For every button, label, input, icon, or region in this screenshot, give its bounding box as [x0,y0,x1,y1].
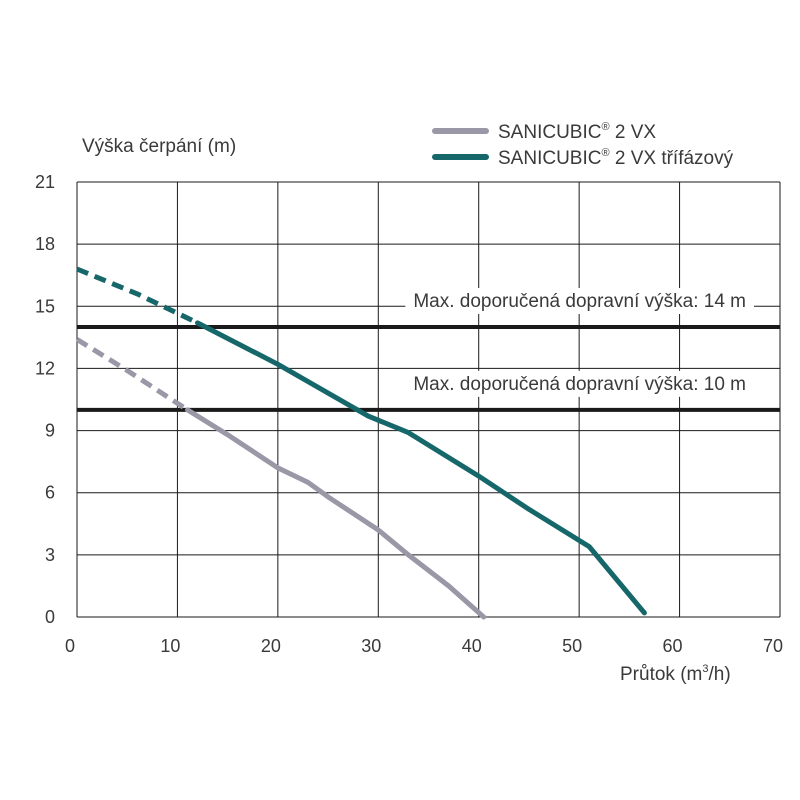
x-tick-label: 60 [663,636,683,656]
legend-label-series-2: SANICUBIC® 2 VX třífázový [498,147,734,169]
series-lines [75,266,647,620]
x-tick-label: 10 [160,636,180,656]
y-tick-label: 21 [35,172,55,192]
x-tick-label: 50 [562,636,582,656]
legend: SANICUBIC® 2 VX SANICUBIC® 2 VX třífázov… [432,121,734,169]
reference-lines: Max. doporučená dopravní výška: 14 m Max.… [77,288,780,412]
x-axis-title: Průtok (m3/h) [620,663,731,685]
max-head-label: Max. doporučená dopravní výška: 14 m [413,291,746,312]
legend-label-series-1: SANICUBIC® 2 VX [498,121,656,143]
x-tick-label: 0 [65,636,75,656]
gridlines [76,181,781,618]
y-tick-label: 18 [35,234,55,254]
x-tick-label: 20 [261,636,281,656]
series-2-solid-segment [195,320,647,616]
x-tick-label: 30 [361,636,381,656]
max-head-label-bg [405,288,754,314]
series-2-dashed-segment [76,266,199,326]
y-tick-label: 15 [35,296,55,316]
max-head-label-bg [405,370,754,397]
x-tick-label: 70 [763,636,783,656]
y-tick-label: 6 [45,483,55,503]
y-tick-labels: 0 3 6 9 12 15 18 21 [35,172,55,627]
y-tick-label: 9 [45,421,55,441]
y-tick-label: 12 [35,358,55,378]
max-head-label: Max. doporučená dopravní výška: 10 m [413,374,746,395]
y-tick-label: 3 [45,545,55,565]
x-tick-label: 40 [462,636,482,656]
series-1-dashed-segment [75,337,189,412]
x-tick-labels: 0 10 20 30 40 50 60 70 [65,636,783,656]
series-1-solid-segment [185,407,487,620]
y-axis-title: Výška čerpání (m) [82,136,236,157]
y-tick-label: 0 [45,607,55,627]
